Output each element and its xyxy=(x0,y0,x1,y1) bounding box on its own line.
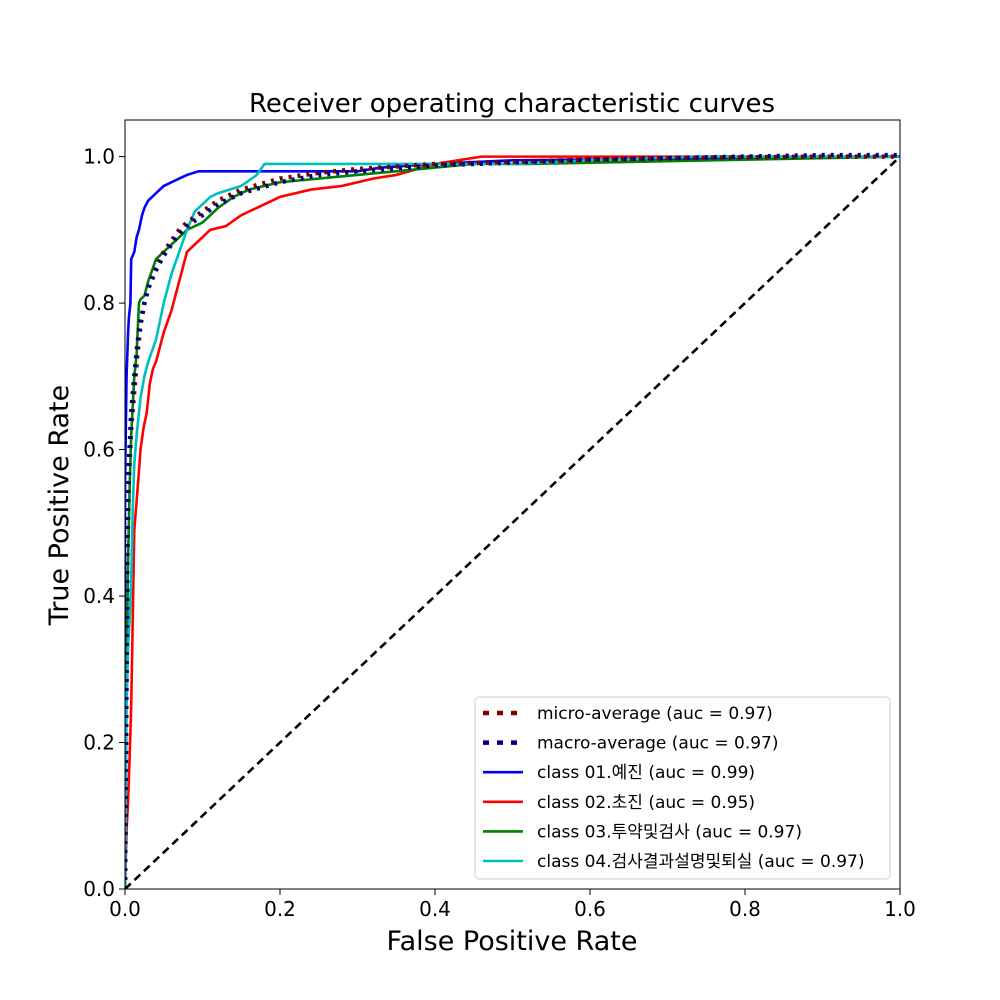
class-01-curve xyxy=(125,155,900,889)
x-tick-label: 0.6 xyxy=(574,897,606,921)
x-axis-ticks: 0.0 0.2 0.4 0.6 0.8 1.0 xyxy=(109,889,916,921)
plot-frame xyxy=(124,119,901,890)
chart-title: Receiver operating characteristic curves xyxy=(249,89,775,119)
chance-reference-line xyxy=(125,155,900,889)
y-tick-label: 1.0 xyxy=(83,145,115,169)
y-tick-label: 0.6 xyxy=(83,438,115,462)
legend-entry: macro-average (auc = 0.97) xyxy=(537,734,779,754)
x-tick-label: 0.2 xyxy=(264,897,296,921)
x-tick-label: 1.0 xyxy=(884,897,916,921)
y-tick-label: 0.8 xyxy=(83,291,115,315)
y-tick-label: 0.2 xyxy=(83,731,115,755)
x-tick-label: 0.4 xyxy=(419,897,451,921)
macro-average-curve xyxy=(125,152,900,889)
x-tick-label: 0.8 xyxy=(729,897,761,921)
plot-clip-group xyxy=(125,152,900,889)
plot-area xyxy=(125,152,900,889)
x-axis-label: False Positive Rate xyxy=(387,926,638,957)
legend-entry: class 04.검사결과설명및퇴실 (auc = 0.97) xyxy=(537,852,865,872)
y-tick-label: 0.4 xyxy=(83,584,115,608)
legend-entry: class 02.초진 (auc = 0.95) xyxy=(537,793,755,813)
legend-entry: class 03.투약및검사 (auc = 0.97) xyxy=(537,822,802,842)
legend-entry: micro-average (auc = 0.97) xyxy=(537,704,773,724)
legend-entry: class 01.예진 (auc = 0.99) xyxy=(537,763,755,783)
legend: micro-average (auc = 0.97) macro-average … xyxy=(474,696,891,880)
y-axis-ticks: 0.0 0.2 0.4 0.6 0.8 1.0 xyxy=(83,145,125,901)
y-axis-label: True Positive Rate xyxy=(44,385,75,627)
class-02-curve xyxy=(125,155,900,889)
legend-box xyxy=(474,696,891,880)
class-04-curve xyxy=(125,155,900,889)
x-tick-label: 0.0 xyxy=(109,897,141,921)
y-tick-label: 0.0 xyxy=(83,877,115,901)
legend-items: micro-average (auc = 0.97) macro-average … xyxy=(483,704,865,872)
